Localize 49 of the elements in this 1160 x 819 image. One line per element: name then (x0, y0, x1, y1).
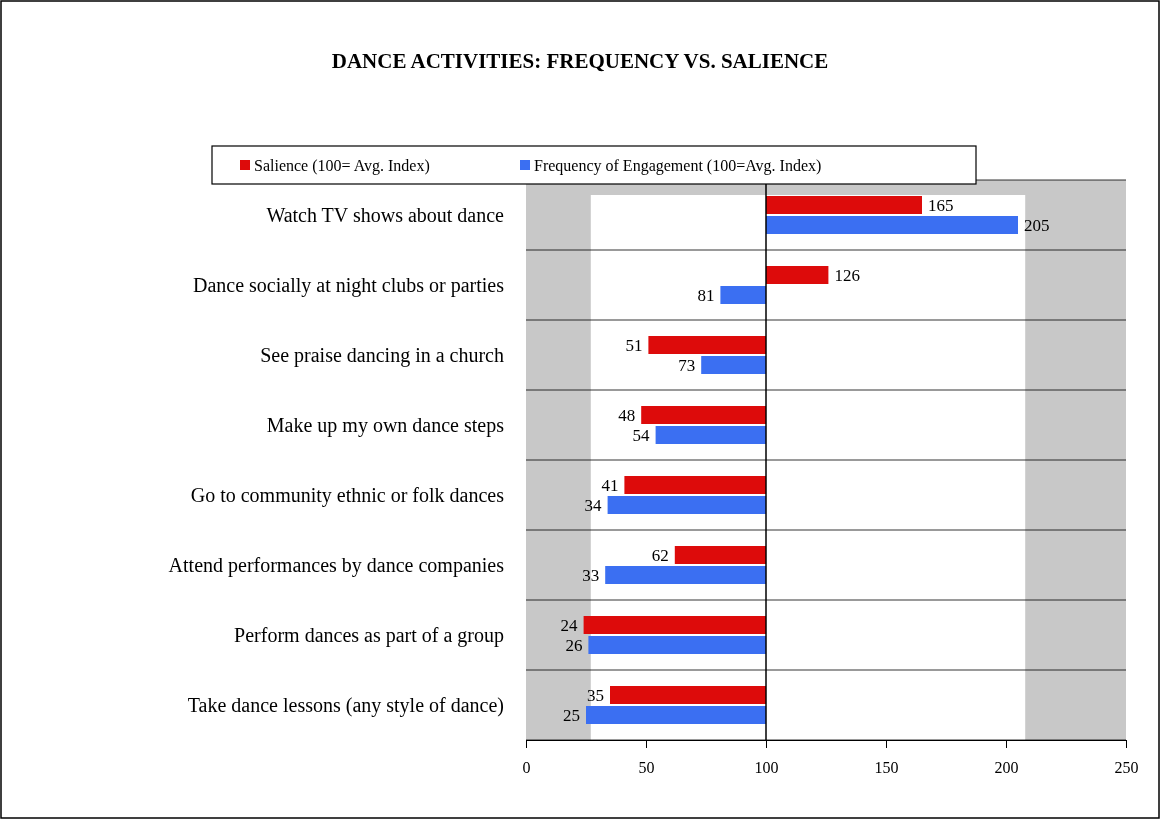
bar (624, 476, 766, 494)
data-label: 34 (584, 496, 603, 515)
x-tick-label: 0 (522, 759, 531, 777)
legend-label: Frequency of Engagement (100=Avg. Index) (534, 157, 822, 175)
bar (766, 216, 1018, 234)
bar (648, 336, 766, 354)
bar (766, 196, 922, 214)
x-tick-label: 150 (874, 759, 899, 777)
bar (701, 356, 766, 374)
bar (641, 406, 766, 424)
bar (586, 706, 766, 724)
bar (605, 566, 766, 584)
bar (610, 686, 766, 704)
data-label: 41 (601, 476, 619, 495)
data-label: 24 (560, 616, 579, 635)
bar (720, 286, 766, 304)
bar (583, 616, 766, 634)
y-tick-label: Watch TV shows about dance (266, 204, 505, 226)
x-tick-label: 50 (638, 759, 655, 777)
x-tick-label: 250 (1114, 759, 1139, 777)
bar (674, 546, 766, 564)
bar (588, 636, 766, 654)
y-tick-label: Go to community ethnic or folk dances (190, 484, 505, 507)
data-label: 54 (632, 426, 651, 445)
x-tick-label: 200 (994, 759, 1019, 777)
y-tick-label: Dance socially at night clubs or parties (192, 274, 505, 297)
y-tick-label: Attend performances by dance companies (168, 554, 505, 577)
x-tick-label: 100 (754, 759, 779, 777)
bar (655, 426, 766, 444)
bar (766, 266, 829, 284)
legend-label: Salience (100= Avg. Index) (254, 157, 430, 175)
bar (607, 496, 766, 514)
data-label: 26 (565, 636, 583, 655)
data-label: 33 (582, 566, 600, 585)
data-label: 35 (587, 686, 604, 705)
y-tick-label: See praise dancing in a church (260, 344, 504, 367)
y-tick-label: Take dance lessons (any style of dance) (187, 694, 504, 717)
data-label: 48 (618, 406, 636, 425)
y-tick-label: Make up my own dance steps (266, 414, 505, 437)
data-label: 51 (625, 336, 643, 355)
data-label: 25 (563, 706, 580, 725)
data-label: 205 (1024, 216, 1050, 235)
data-label: 62 (651, 546, 669, 565)
data-label: 126 (834, 266, 860, 285)
data-label: 165 (928, 196, 954, 215)
chart-title: DANCE ACTIVITIES: FREQUENCY VS. SALIENCE (331, 49, 829, 73)
data-label: 81 (697, 286, 715, 305)
y-tick-label: Perform dances as part of a group (234, 624, 504, 647)
data-label: 73 (678, 356, 696, 375)
